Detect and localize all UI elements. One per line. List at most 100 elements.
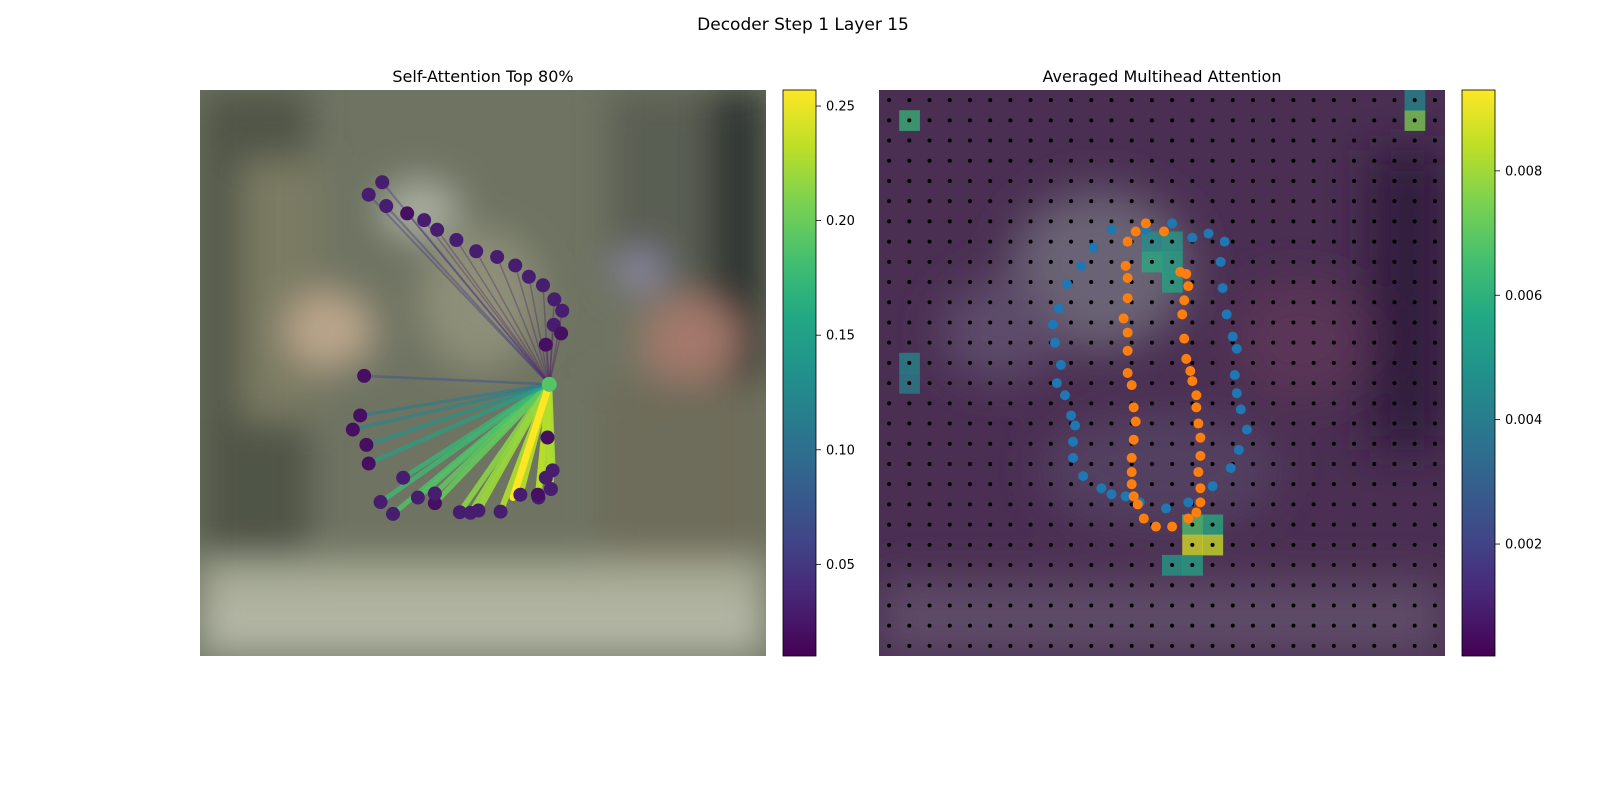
grid-dot [1230,401,1235,406]
grid-dot [1392,158,1397,163]
overlay-point [1193,418,1204,429]
grid-dot [1291,300,1296,305]
grid-dot [1230,320,1235,325]
grid-dot [988,542,993,547]
grid-dot [887,158,892,163]
grid-dot [1432,360,1437,365]
grid-dot [1250,158,1255,163]
grid-dot [1392,381,1397,386]
attention-line [496,256,550,386]
overlay-point [1179,295,1190,306]
right-panel-title: Averaged Multihead Attention [1043,67,1282,86]
grid-dot [1048,522,1053,527]
grid-dot [1089,421,1094,426]
grid-dot [1250,643,1255,648]
grid-dot [1008,583,1013,588]
grid-dot [1089,643,1094,648]
grid-dot [1028,421,1033,426]
grid-dot [1352,583,1357,588]
grid-dot [1210,239,1215,244]
grid-dot [1291,340,1296,345]
grid-dot [988,158,993,163]
grid-dot [1412,482,1417,487]
grid-dot [1089,199,1094,204]
grid-dot [1170,502,1175,507]
grid-dot [1008,98,1013,103]
grid-dot [927,522,932,527]
grid-dot [1311,482,1316,487]
grid-dot [907,583,912,588]
grid-dot [1271,320,1276,325]
grid-dot [947,522,952,527]
grid-dot [1271,138,1276,143]
grid-dot [1089,138,1094,143]
grid-dot [988,199,993,204]
grid-dot [1432,522,1437,527]
grid-dot [988,401,993,406]
grid-dot [927,98,932,103]
grid-dot [927,340,932,345]
grid-dot [1170,118,1175,123]
grid-dot [1149,360,1154,365]
grid-dot [1331,401,1336,406]
grid-dot [1048,381,1053,386]
grid-dot [1291,603,1296,608]
attention-line [350,382,552,432]
grid-dot [1311,502,1316,507]
ring-point [469,244,484,259]
grid-dot [1069,320,1074,325]
grid-dot [1331,219,1336,224]
grid-dot [887,643,892,648]
grid-dot [1048,98,1053,103]
grid-dot [1149,118,1154,123]
colorbar-tick-label: 0.10 [826,443,855,458]
query-point [541,376,557,392]
grid-dot [1392,482,1397,487]
grid-dot [1352,360,1357,365]
grid-dot [1230,259,1235,264]
grid-dot [947,461,952,466]
grid-dot [1109,482,1114,487]
ring-point [345,422,360,437]
grid-dot [1372,583,1377,588]
grid-dot [1291,441,1296,446]
grid-dot [1109,522,1114,527]
grid-dot [1149,280,1154,285]
overlay-point [1225,463,1236,474]
grid-dot [1149,583,1154,588]
grid-dot [1170,461,1175,466]
ring-point [508,258,523,273]
grid-dot [1291,360,1296,365]
overlay-point [1066,410,1077,421]
grid-dot [1008,482,1013,487]
grid-dot [947,239,952,244]
grid-dot [1372,461,1377,466]
grid-dot [1230,219,1235,224]
grid-dot [927,360,932,365]
ring-point [430,222,445,237]
grid-dot [1069,158,1074,163]
grid-dot [1048,280,1053,285]
grid-dot [1069,199,1074,204]
grid-dot [1210,603,1215,608]
grid-dot [1331,138,1336,143]
overlay-point [1183,497,1194,508]
grid-dot [1271,421,1276,426]
grid-dot [1109,239,1114,244]
grid-dot [1069,461,1074,466]
grid-dot [1432,643,1437,648]
grid-dot [988,623,993,628]
grid-dot [1331,583,1336,588]
grid-dot [1109,563,1114,568]
attention-line [367,193,551,386]
grid-dot [1028,583,1033,588]
ring-point [538,337,553,352]
grid-dot [1170,320,1175,325]
grid-dot [1190,320,1195,325]
grid-dot [967,522,972,527]
grid-dot [1291,158,1296,163]
grid-dot [1170,199,1175,204]
ring-point [530,487,545,502]
grid-dot [1250,603,1255,608]
